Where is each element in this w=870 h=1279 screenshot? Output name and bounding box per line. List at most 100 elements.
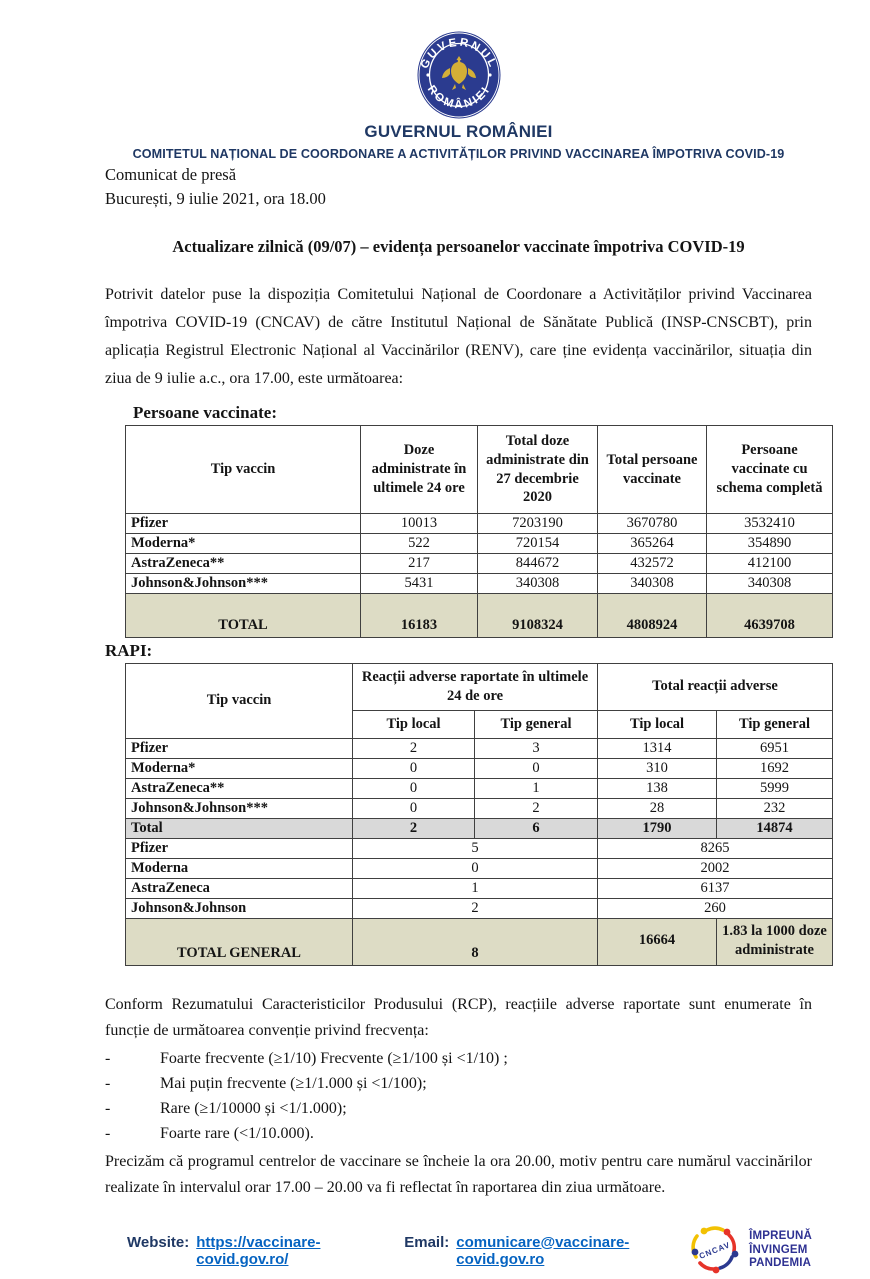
vaccine-name: AstraZeneca bbox=[125, 877, 353, 899]
website-label: Website: bbox=[127, 1233, 190, 1251]
cell-value: 2 bbox=[474, 797, 598, 819]
cell-value: 1692 bbox=[716, 757, 833, 779]
vaccine-name: Pfizer bbox=[125, 837, 353, 859]
cell-value: 522 bbox=[360, 533, 478, 554]
table-row: Pfizer 10013 7203190 3670780 3532410 bbox=[125, 513, 833, 534]
footer-links: Website: https://vaccinare-covid.gov.ro/… bbox=[127, 1234, 689, 1268]
cell-value: 10013 bbox=[360, 513, 478, 534]
email-link[interactable]: comunicare@vaccinare-covid.gov.ro bbox=[456, 1233, 630, 1268]
table-row: Moderna* 0 0 310 1692 bbox=[125, 757, 833, 779]
cell-value: 5999 bbox=[716, 777, 833, 799]
cell-value: 2 bbox=[352, 897, 598, 919]
list-dash: - bbox=[105, 1049, 111, 1067]
total-label: TOTAL bbox=[125, 593, 361, 638]
list-item: - Foarte frecvente (≥1/10) Frecvente (≥1… bbox=[105, 1046, 812, 1071]
cell-value: 0 bbox=[352, 757, 475, 779]
cell-value: 340308 bbox=[477, 573, 598, 594]
press-release-page: GUVERNUL ROMÂNIEI GUVERNUL ROMÂNIEI COMI… bbox=[105, 30, 833, 1273]
table-row: Johnson&Johnson 2 260 bbox=[125, 897, 833, 919]
cell-value: 16183 bbox=[360, 593, 478, 638]
col-header: Total doze administrate din 27 decembrie… bbox=[477, 425, 598, 514]
vaccine-name: Johnson&Johnson bbox=[125, 897, 353, 919]
col-subheader: Tip local bbox=[352, 709, 475, 739]
grand-total-row: TOTAL GENERAL 8 16664 1.83 la 1000 doze … bbox=[125, 917, 833, 966]
cell-value: 6137 bbox=[597, 877, 833, 899]
cell-value: 4639708 bbox=[706, 593, 833, 638]
list-dash: - bbox=[105, 1074, 111, 1092]
cell-value: 5431 bbox=[360, 573, 478, 594]
cell-value: 1 bbox=[474, 777, 598, 799]
table-header-row: Tip vaccin Doze administrate în ultimele… bbox=[125, 425, 833, 514]
vaccine-name: Johnson&Johnson*** bbox=[125, 797, 353, 819]
list-dash: - bbox=[105, 1124, 111, 1142]
slogan-line: PANDEMIA bbox=[749, 1257, 812, 1270]
cell-value: 3532410 bbox=[706, 513, 833, 534]
list-item-text: Foarte frecvente (≥1/10) Frecvente (≥1/1… bbox=[160, 1049, 508, 1067]
table-row: AstraZeneca** 0 1 138 5999 bbox=[125, 777, 833, 799]
website-link[interactable]: https://vaccinare-covid.gov.ro/ bbox=[196, 1233, 321, 1268]
table-row: AstraZeneca** 217 844672 432572 412100 bbox=[125, 553, 833, 574]
intro-paragraph: Potrivit datelor puse la dispoziția Comi… bbox=[105, 286, 812, 387]
vaccinated-table: Tip vaccin Doze administrate în ultimele… bbox=[125, 425, 833, 638]
vaccine-name: AstraZeneca** bbox=[125, 777, 353, 799]
col-header: Tip vaccin bbox=[125, 663, 353, 739]
rapi-table: Tip vaccin Reacții adverse raportate în … bbox=[125, 663, 833, 966]
table-row: Pfizer 5 8265 bbox=[125, 837, 833, 859]
committee-title: COMITETUL NAȚIONAL DE COORDONARE A ACTIV… bbox=[132, 147, 785, 161]
cncav-logo-icon: CNCAV bbox=[691, 1225, 739, 1273]
vaccine-name: Moderna bbox=[125, 857, 353, 879]
document-header: GUVERNUL ROMÂNIEI GUVERNUL ROMÂNIEI COMI… bbox=[105, 30, 812, 209]
vaccine-name: Pfizer bbox=[125, 737, 353, 759]
vaccine-name: AstraZeneca** bbox=[125, 553, 361, 574]
dateline: București, 9 iulie 2021, ora 18.00 bbox=[105, 189, 326, 208]
cell-value: 16664 bbox=[597, 917, 717, 966]
slogan-line: ÎNVINGEM bbox=[749, 1243, 808, 1256]
rapi-table-heading: RAPI: bbox=[105, 641, 153, 660]
email-label: Email: bbox=[404, 1233, 450, 1251]
press-release-label: Comunicat de presă bbox=[105, 165, 237, 184]
slogan: ÎMPREUNĂ ÎNVINGEM PANDEMIA bbox=[749, 1230, 812, 1271]
cell-value: 354890 bbox=[706, 533, 833, 554]
list-item-text: Rare (≥1/10000 și <1/1.000); bbox=[160, 1099, 347, 1117]
cell-value: 6951 bbox=[716, 737, 833, 759]
list-item: - Rare (≥1/10000 și <1/1.000); bbox=[105, 1096, 812, 1121]
eagle-coat-of-arms-icon bbox=[441, 56, 476, 90]
list-item: - Mai puțin frecvente (≥1/1.000 și <1/10… bbox=[105, 1071, 812, 1096]
cell-value: 432572 bbox=[597, 553, 707, 574]
vaccine-name: Moderna* bbox=[125, 757, 353, 779]
vaccinated-table-heading: Persoane vaccinate: bbox=[133, 403, 277, 422]
cell-value: 0 bbox=[352, 797, 475, 819]
cell-value: 232 bbox=[716, 797, 833, 819]
cell-value: 1790 bbox=[597, 817, 717, 839]
cell-value: 5 bbox=[352, 837, 598, 859]
cell-value: 9108324 bbox=[477, 593, 598, 638]
col-header-group: Reacții adverse raportate în ultimele 24… bbox=[352, 663, 598, 711]
cell-value: 1314 bbox=[597, 737, 717, 759]
table-row: Moderna* 522 720154 365264 354890 bbox=[125, 533, 833, 554]
cell-value: 340308 bbox=[597, 573, 707, 594]
list-dash: - bbox=[105, 1099, 111, 1117]
cell-value: 2002 bbox=[597, 857, 833, 879]
vaccine-name: Johnson&Johnson*** bbox=[125, 573, 361, 594]
romanian-government-seal-icon: GUVERNUL ROMÂNIEI bbox=[417, 31, 500, 119]
vaccine-name: Pfizer bbox=[125, 513, 361, 534]
cell-value: 310 bbox=[597, 757, 717, 779]
table-subheader-row: Tip local Tip general Tip local Tip gene… bbox=[126, 709, 833, 739]
table-row: AstraZeneca 1 6137 bbox=[125, 877, 833, 899]
total-row: Total 2 6 1790 14874 bbox=[125, 817, 833, 839]
cell-value: 340308 bbox=[706, 573, 833, 594]
table-row: Johnson&Johnson*** 0 2 28 232 bbox=[125, 797, 833, 819]
government-title: GUVERNUL ROMÂNIEI bbox=[364, 122, 553, 141]
cell-value: 28 bbox=[597, 797, 717, 819]
cell-value: 844672 bbox=[477, 553, 598, 574]
cell-value: 8265 bbox=[597, 837, 833, 859]
col-header: Doze administrate în ultimele 24 ore bbox=[360, 425, 478, 514]
cell-value: 14874 bbox=[716, 817, 833, 839]
cell-value: 0 bbox=[474, 757, 598, 779]
cell-value: 217 bbox=[360, 553, 478, 574]
slogan-line: ÎMPREUNĂ bbox=[749, 1230, 812, 1243]
closing-paragraph: Precizăm că programul centrelor de vacci… bbox=[105, 1152, 812, 1196]
cell-value: 412100 bbox=[706, 553, 833, 574]
cell-value: 4808924 bbox=[597, 593, 707, 638]
cncav-logo-text: CNCAV bbox=[698, 1240, 732, 1261]
